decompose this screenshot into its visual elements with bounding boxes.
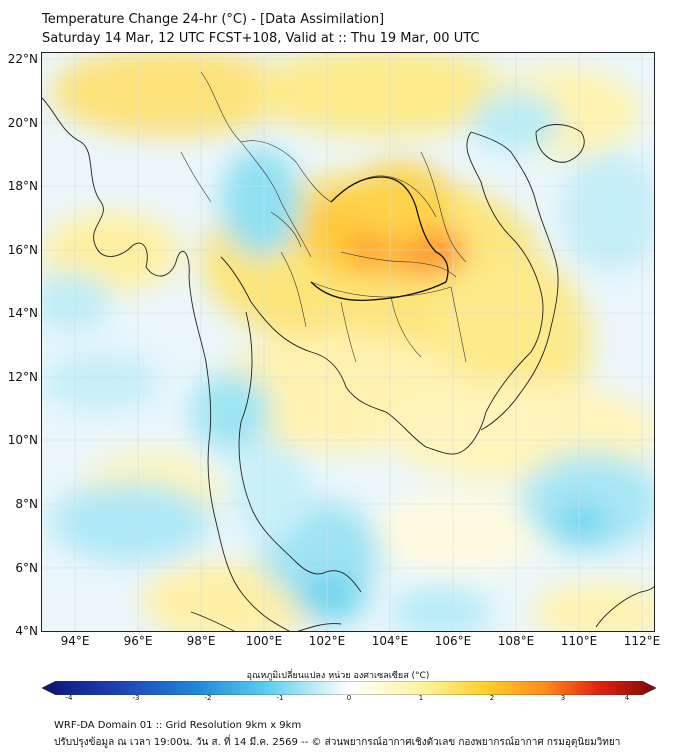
coastlines: [41, 96, 655, 632]
lat-label: 10°N: [7, 433, 38, 447]
lat-label: 12°N: [7, 370, 38, 384]
map-frame: [41, 52, 655, 632]
colorbar-tick: -4: [65, 694, 73, 702]
chart-title: Temperature Change 24-hr (°C) - [Data As…: [42, 12, 385, 27]
lat-label: 16°N: [7, 243, 38, 257]
lat-label: 18°N: [7, 179, 38, 193]
colorbar-tick: 0: [346, 694, 352, 702]
lon-label: 96°E: [123, 634, 153, 648]
lon-label: 106°E: [434, 634, 472, 648]
lon-label: 98°E: [186, 634, 216, 648]
colorbar-tick: 1: [418, 694, 424, 702]
colorbar-caption: อุณหภูมิเปลี่ยนแปลง หน่วย องศาเซลเซียส (…: [246, 671, 430, 681]
lon-label: 108°E: [497, 634, 535, 648]
footer-credit: ปรับปรุงข้อมูล ณ เวลา 19:00น. วัน ส. ที่…: [54, 737, 621, 748]
lon-label: 94°E: [60, 634, 90, 648]
colorbar-tick: -3: [132, 694, 140, 702]
chart-subtitle: Saturday 14 Mar, 12 UTC FCST+108, Valid …: [42, 31, 480, 46]
colorbar-tick: 4: [624, 694, 630, 702]
colorbar-gradient: [41, 680, 657, 696]
national-borders: [310, 176, 449, 302]
lat-label: 14°N: [7, 306, 38, 320]
colorbar-tick: 2: [489, 694, 495, 702]
lon-label: 112°E: [623, 634, 661, 648]
temperature-field: [41, 52, 655, 632]
temperature-change-map: [41, 52, 655, 632]
colorbar-tick: -1: [276, 694, 284, 702]
lon-label: 100°E: [245, 634, 283, 648]
lon-label: 102°E: [308, 634, 346, 648]
lon-label: 104°E: [371, 634, 409, 648]
lat-label: 6°N: [15, 561, 38, 575]
lat-label: 20°N: [7, 116, 38, 130]
lat-label: 22°N: [7, 52, 38, 66]
colorbar-tick: -2: [204, 694, 212, 702]
colorbar-tick: 3: [560, 694, 566, 702]
footer-domain-info: WRF-DA Domain 01 :: Grid Resolution 9km …: [54, 720, 302, 731]
lat-label: 8°N: [15, 497, 38, 511]
lon-label: 110°E: [560, 634, 598, 648]
province-borders: [180, 71, 467, 363]
graticule: [41, 52, 655, 632]
lat-label: 4°N: [15, 624, 38, 638]
